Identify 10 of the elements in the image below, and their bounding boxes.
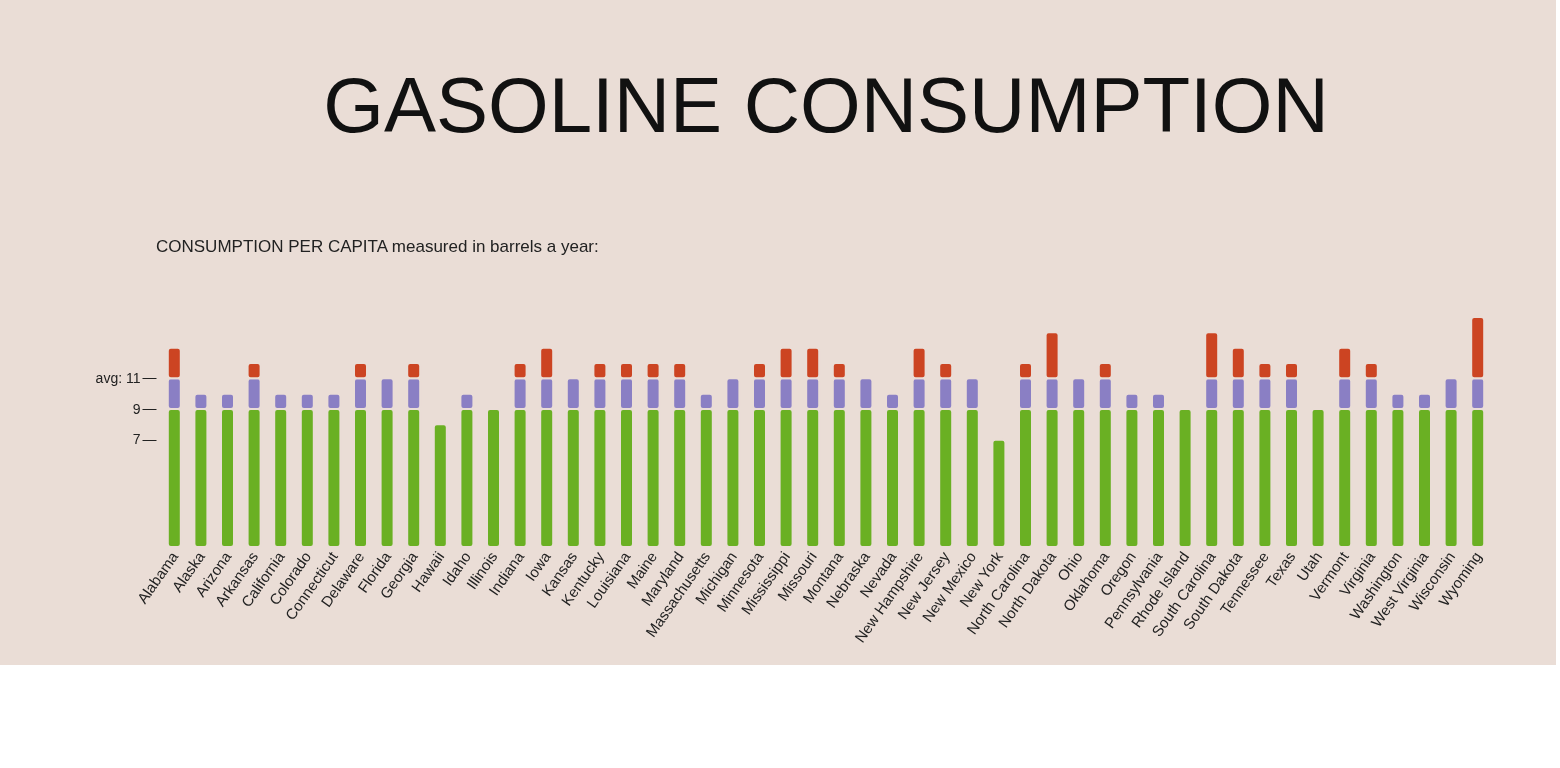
y-tick-label: avg: 11 bbox=[95, 369, 141, 386]
bar bbox=[486, 408, 501, 548]
bar bbox=[1310, 408, 1326, 548]
y-tick-label: 7 bbox=[132, 431, 141, 448]
chart-subtitle: CONSUMPTION PER CAPITA measured in barrels a year: bbox=[156, 237, 599, 256]
bar bbox=[991, 438, 1007, 548]
chart-title: GASOLINE CONSUMPTION bbox=[323, 61, 1329, 149]
bar bbox=[1177, 408, 1193, 548]
bar bbox=[432, 423, 448, 548]
y-tick-label: 9 bbox=[132, 400, 141, 417]
